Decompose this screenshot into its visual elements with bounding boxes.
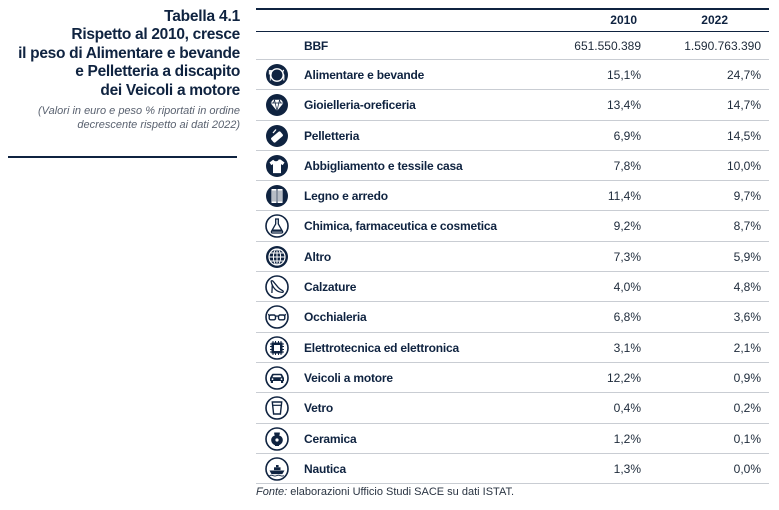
value-2022: 14,5% [726, 128, 761, 143]
row-label: Nautica [304, 461, 346, 476]
row-label: Alimentare e bevande [304, 68, 425, 82]
flask-icon [265, 214, 289, 239]
value-2010: 7,8% [613, 158, 641, 173]
caption-divider [8, 156, 237, 158]
table-row: Legno e arredo 11,4% 9,7% [256, 181, 769, 212]
value-2022: 3,6% [733, 310, 761, 325]
leather-bag-icon [265, 124, 289, 148]
value-2022: 0,2% [733, 401, 761, 416]
row-label: Abbigliamento e tessile casa [304, 158, 463, 173]
table-row: Ceramica 1,2% 0,1% [256, 424, 769, 454]
table-row: Gioielleria-oreficeria 13,4% 14,7% [256, 90, 769, 121]
table-row: Vetro 0,4% 0,2% [256, 393, 769, 424]
row-label: Altro [304, 249, 331, 264]
subtitle-line: (Valori in euro e peso % riportati in or… [38, 105, 240, 117]
value-2022: 8,7% [733, 219, 761, 234]
value-2010: 0,4% [613, 401, 641, 416]
value-2010: 13,4% [606, 98, 641, 113]
table-row: Nautica 1,3% 0,0% [256, 454, 769, 485]
table-caption: Tabella 4.1 Rispetto al 2010, cresce il … [8, 8, 240, 132]
title-line: e Pelletteria a discapito [75, 63, 240, 80]
wardrobe-icon [265, 184, 289, 208]
row-label: Chimica, farmaceutica e cosmetica [304, 219, 497, 234]
value-2010: 1,2% [613, 431, 641, 446]
row-label: Vetro [304, 401, 334, 416]
table-number: Tabella 4.1 [164, 8, 240, 25]
value-2022: 0,0% [733, 461, 761, 476]
value-2010: 6,9% [613, 128, 641, 143]
value-2022: 14,7% [726, 98, 761, 113]
value-2010: 6,8% [613, 310, 641, 325]
glass-cup-icon [265, 396, 289, 421]
data-table: 2010 2022 BBF 651.550.389 1.590.763.390 … [256, 8, 769, 485]
table-row-bbf: BBF 651.550.389 1.590.763.390 [256, 32, 769, 60]
chip-icon [265, 335, 289, 360]
value-2022: 10,0% [726, 158, 761, 173]
high-heel-icon [265, 275, 289, 299]
table-header-row: 2010 2022 [256, 10, 769, 32]
value-2022: 4,8% [733, 280, 761, 295]
table-row: Elettrotecnica ed elettronica 3,1% 2,1% [256, 333, 769, 363]
value-2010: 1,3% [613, 461, 641, 476]
glasses-icon [265, 305, 289, 330]
table-top-rule [256, 8, 769, 10]
value-2010: 15,1% [606, 68, 641, 82]
table-title: Rispetto al 2010, cresce il peso di Alim… [8, 26, 240, 100]
row-label: BBF [304, 39, 329, 53]
value-2022: 9,7% [733, 189, 761, 204]
value-2010: 3,1% [613, 340, 641, 355]
value-2022: 24,7% [726, 68, 761, 82]
subtitle-line: decrescente rispetto ai dati 2022) [77, 119, 240, 131]
globe-icon [265, 245, 289, 269]
value-2010: 9,2% [613, 219, 641, 234]
value-2022: 5,9% [733, 249, 761, 264]
vase-icon [265, 426, 289, 451]
source-prefix: Fonte: [256, 486, 288, 498]
column-header-2022: 2022 [701, 13, 728, 27]
table-row: Pelletteria 6,9% 14,5% [256, 121, 769, 151]
table-row: Calzature 4,0% 4,8% [256, 272, 769, 303]
title-line: il peso di Alimentare e bevande [18, 44, 240, 62]
tshirt-icon [265, 154, 289, 178]
source-note: Fonte: elaborazioni Ufficio Studi SACE s… [256, 486, 514, 498]
value-2010: 4,0% [613, 280, 641, 295]
source-text: elaborazioni Ufficio Studi SACE su dati … [287, 486, 515, 498]
food-plate-icon [265, 63, 289, 87]
row-label: Elettrotecnica ed elettronica [304, 340, 459, 355]
value-2022: 1.590.763.390 [684, 39, 761, 53]
title-line: dei Veicoli a motore [100, 81, 240, 99]
table-row: Altro 7,3% 5,9% [256, 242, 769, 273]
car-icon [265, 366, 289, 390]
title-line: Rispetto al 2010, cresce [71, 26, 240, 43]
row-label: Legno e arredo [304, 189, 388, 204]
row-label: Ceramica [304, 431, 357, 446]
table-subtitle: (Valori in euro e peso % riportati in or… [8, 104, 240, 132]
row-label: Pelletteria [304, 128, 360, 143]
table-row: Veicoli a motore 12,2% 0,9% [256, 363, 769, 394]
row-label: Occhialeria [304, 310, 367, 325]
value-2010: 12,2% [606, 370, 641, 385]
value-2010: 11,4% [607, 189, 641, 204]
table-row: Abbigliamento e tessile casa 7,8% 10,0% [256, 151, 769, 182]
table-row: Alimentare e bevande 15,1% 24,7% [256, 60, 769, 91]
value-2022: 0,9% [733, 370, 761, 385]
row-label: Gioielleria-oreficeria [304, 98, 416, 113]
table-row: Chimica, farmaceutica e cosmetica 9,2% 8… [256, 211, 769, 242]
value-2010: 651.550.389 [574, 39, 641, 53]
diamond-icon [265, 93, 289, 117]
column-header-2010: 2010 [610, 13, 637, 27]
value-2022: 2,1% [733, 340, 761, 355]
value-2010: 7,3% [613, 249, 641, 264]
table-row: Occhialeria 6,8% 3,6% [256, 302, 769, 333]
value-2022: 0,1% [733, 431, 761, 446]
row-label: Calzature [304, 280, 357, 295]
row-label: Veicoli a motore [304, 370, 393, 385]
ship-icon [265, 457, 289, 481]
